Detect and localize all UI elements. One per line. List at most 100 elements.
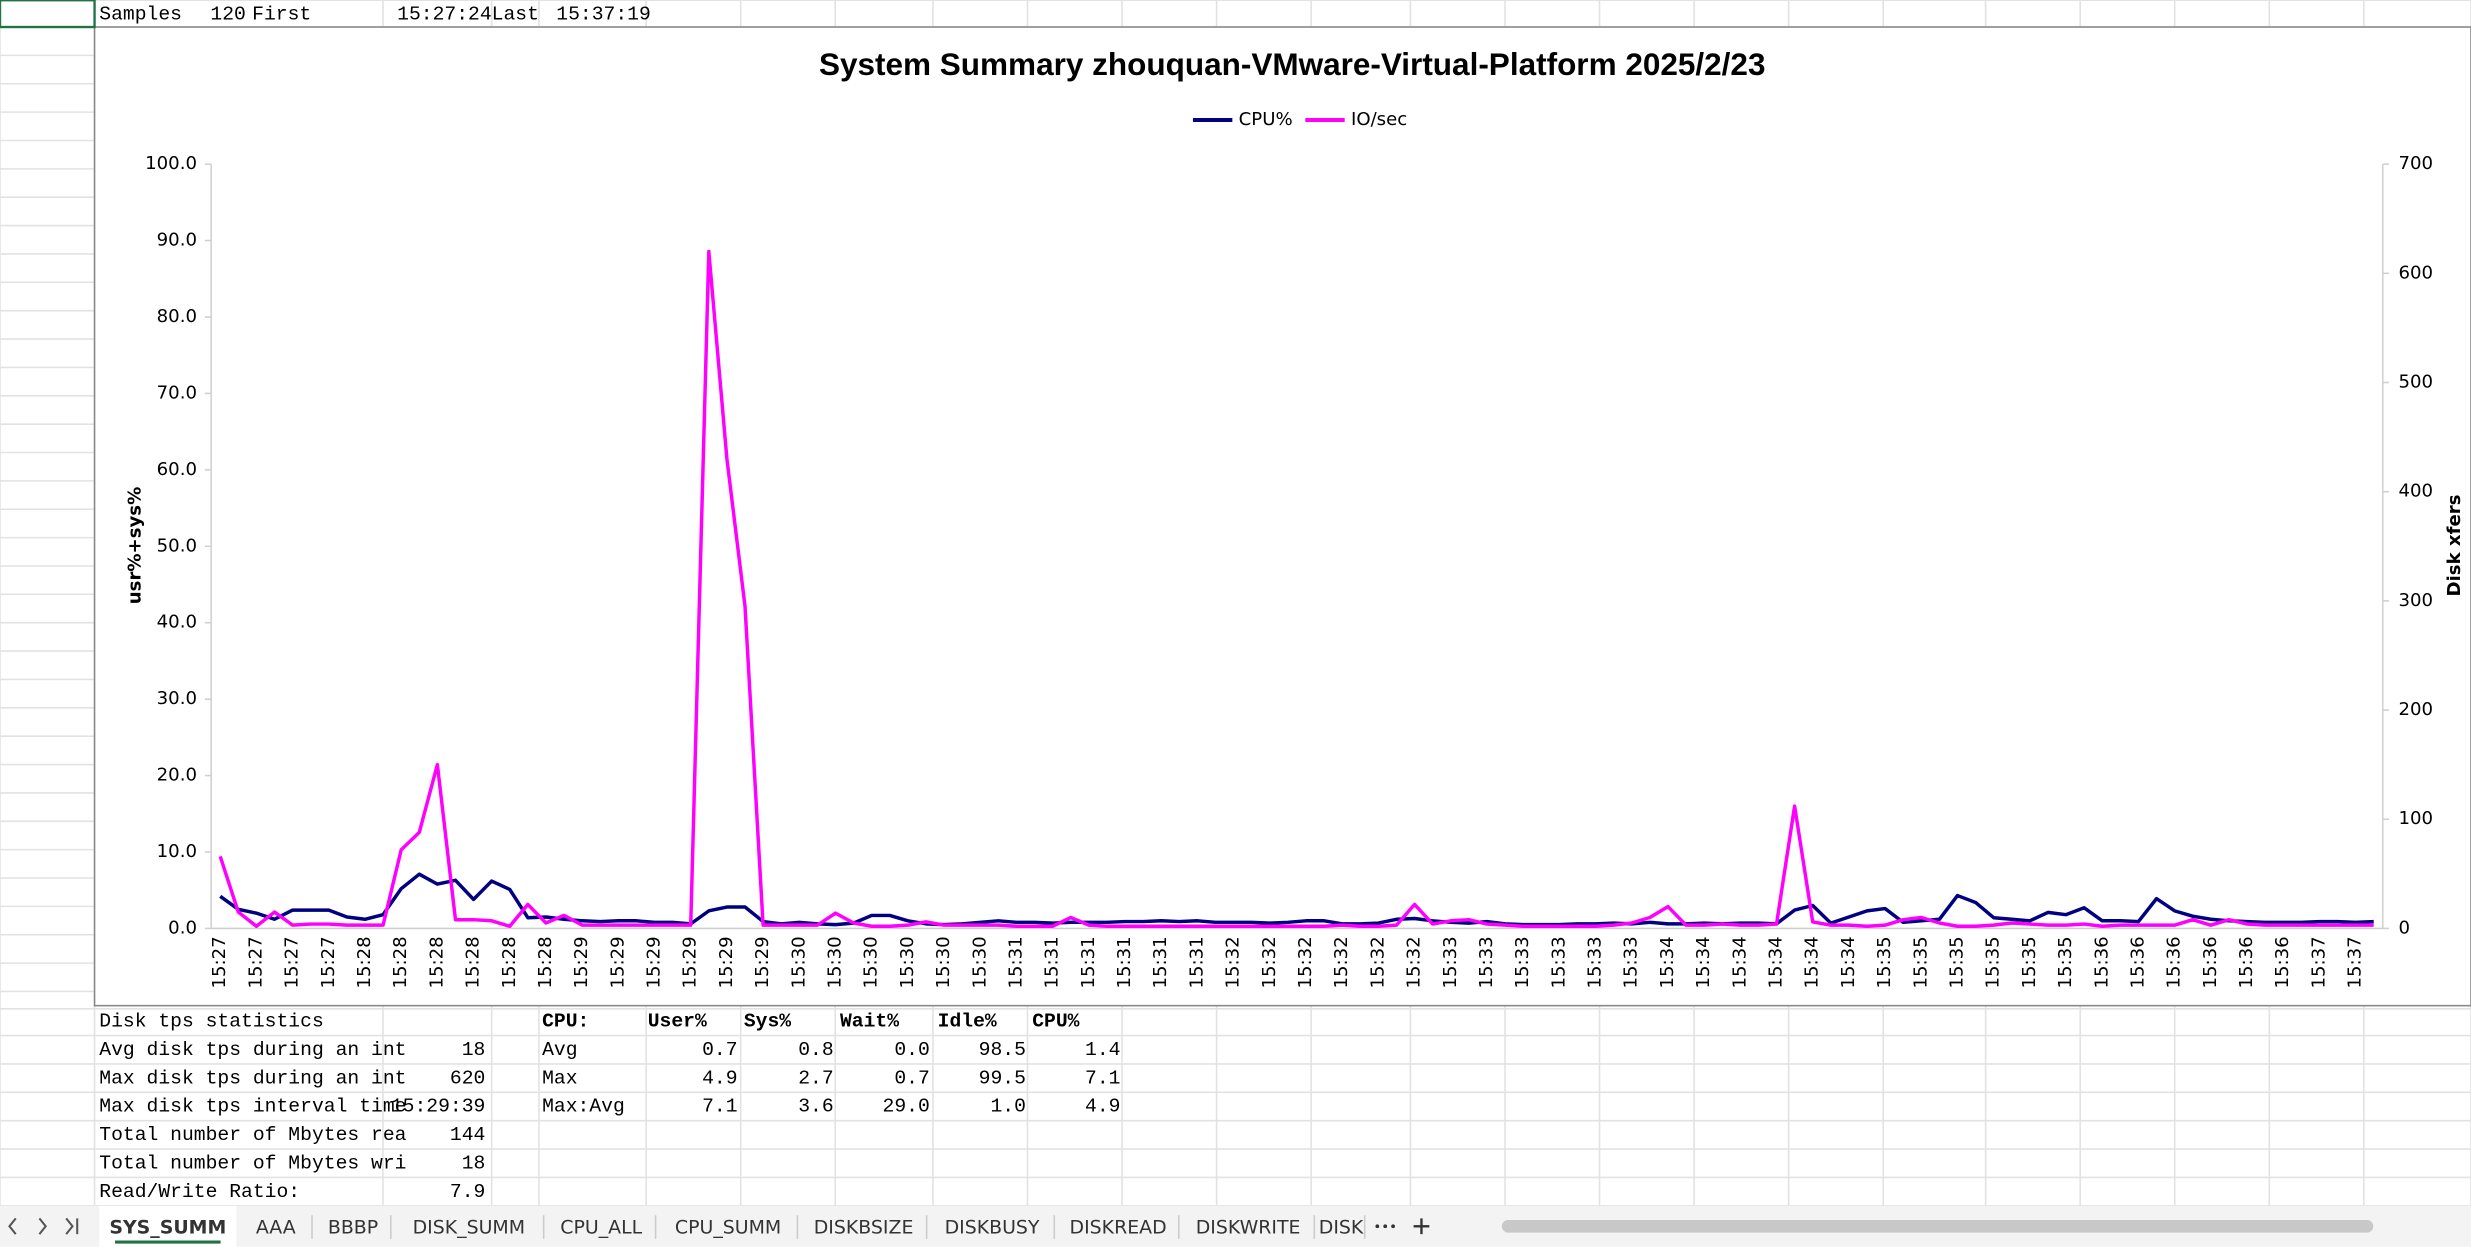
y2-tick-label: 100: [2399, 808, 2434, 829]
cell: 7.1: [1085, 1067, 1120, 1089]
x-tick-label: 15:30: [897, 936, 918, 988]
sheet-tab[interactable]: DISKREAD: [1070, 1216, 1167, 1238]
sheet-tab[interactable]: DISKBUSY: [945, 1216, 1040, 1238]
chart-title: System Summary zhouquan-VMware-Virtual-P…: [819, 46, 1765, 82]
y-tick-label: 80.0: [157, 306, 197, 327]
cell: Wait%: [840, 1011, 899, 1033]
x-tick-label: 15:35: [2055, 936, 2076, 988]
sheet-tab[interactable]: CPU_ALL: [560, 1216, 642, 1238]
series-line: [219, 872, 2374, 927]
selected-cell[interactable]: [0, 0, 96, 29]
chart-area: [93, 26, 2471, 1007]
cell: Max:Avg: [542, 1096, 625, 1118]
cell: 0.7: [702, 1039, 737, 1061]
x-tick-label: 15:33: [1621, 936, 1642, 988]
add-sheet[interactable]: [1413, 1218, 1430, 1235]
x-tick-label: 15:31: [1042, 936, 1063, 988]
x-tick-label: 15:37: [2308, 936, 2329, 988]
x-tick-label: 15:32: [1295, 936, 1316, 988]
x-tick-label: 15:35: [1946, 936, 1967, 988]
last-sheet[interactable]: [65, 1217, 74, 1235]
sheet-tab[interactable]: DISKWRITE: [1196, 1216, 1301, 1238]
sheet-tab[interactable]: DISK_SUMM: [413, 1216, 525, 1238]
cell: Total number of Mbytes rea: [99, 1124, 406, 1146]
y2-tick-label: 600: [2399, 262, 2434, 283]
sheet-tab[interactable]: CPU_SUMM: [675, 1216, 781, 1238]
cell: User%: [648, 1011, 707, 1033]
x-tick-label: 15:35: [1910, 936, 1931, 988]
x-tick-label: 15:36: [2272, 936, 2293, 988]
x-tick-label: 15:31: [1114, 936, 1135, 988]
sheet-tab[interactable]: SYS_SUMM: [109, 1216, 226, 1238]
x-tick-label: 15:37: [2345, 936, 2366, 988]
y-tick-label: 30.0: [157, 688, 197, 709]
scrollbar[interactable]: [1501, 1219, 2374, 1233]
y2-axis-title: Disk xfers: [2444, 495, 2465, 597]
x-tick-label: 15:32: [1223, 936, 1244, 988]
cell: 29.0: [883, 1096, 930, 1118]
cell: Avg: [542, 1039, 577, 1061]
cell: 4.9: [1085, 1096, 1120, 1118]
x-tick-label: 15:34: [1693, 936, 1714, 988]
y-tick-label: 10.0: [157, 841, 197, 862]
sheet-tab[interactable]: BBBP: [328, 1216, 378, 1238]
cell: 620: [450, 1067, 485, 1089]
x-tick-label: 15:29: [716, 936, 737, 988]
x-tick-label: 15:30: [824, 936, 845, 988]
y2-tick-label: 200: [2399, 699, 2434, 720]
cell: Max disk tps interval time: [99, 1096, 406, 1118]
x-tick-label: 15:28: [426, 936, 447, 988]
x-tick-label: 15:32: [1404, 936, 1425, 988]
x-tick-label: 15:27: [282, 936, 303, 988]
sheet-tab[interactable]: AAA: [256, 1216, 296, 1238]
x-tick-label: 15:27: [318, 936, 339, 988]
cell: 7.1: [702, 1096, 737, 1118]
sheet-tab[interactable]: DISK: [1319, 1216, 1364, 1238]
series-line: [218, 249, 2374, 928]
cell: CPU:: [542, 1011, 589, 1033]
prev-sheet[interactable]: [8, 1217, 17, 1235]
x-tick-label: 15:31: [1150, 936, 1171, 988]
x-tick-label: 15:28: [390, 936, 411, 988]
x-tick-label: 15:36: [2200, 936, 2221, 988]
sheet-tab[interactable]: DISKBSIZE: [814, 1216, 914, 1238]
x-tick-label: 15:34: [1657, 936, 1678, 988]
cell: Avg disk tps during an int: [99, 1039, 406, 1061]
cell: 18: [462, 1039, 486, 1061]
y-tick-label: 50.0: [157, 535, 197, 556]
x-tick-label: 15:36: [2164, 936, 2185, 988]
y-tick-label: 70.0: [157, 382, 197, 403]
y-tick-label: 20.0: [157, 765, 197, 786]
cell: Samples: [99, 4, 182, 26]
y-tick-label: 90.0: [157, 230, 197, 251]
x-tick-label: 15:29: [680, 936, 701, 988]
x-tick-label: 15:31: [1078, 936, 1099, 988]
x-tick-label: 15:33: [1585, 936, 1606, 988]
cell: 4.9: [702, 1067, 737, 1089]
active-tab: [99, 1205, 237, 1247]
cell: 0.0: [894, 1039, 929, 1061]
x-tick-label: 15:31: [1005, 936, 1026, 988]
x-tick-label: 15:27: [209, 936, 230, 988]
x-tick-label: 15:34: [1838, 936, 1859, 988]
cell: 1.4: [1085, 1039, 1120, 1061]
more-sheets[interactable]: [1375, 1224, 1395, 1229]
x-tick-label: 15:29: [607, 936, 628, 988]
x-tick-label: 15:34: [1766, 936, 1787, 988]
cell: Total number of Mbytes wri: [99, 1152, 406, 1174]
y2-tick-label: 500: [2399, 372, 2434, 393]
cell: Max disk tps during an int: [99, 1067, 406, 1089]
x-tick-label: 15:33: [1548, 936, 1569, 988]
legend-label: IO/sec: [1351, 109, 1407, 130]
x-tick-label: 15:32: [1331, 936, 1352, 988]
x-tick-label: 15:33: [1476, 936, 1497, 988]
cell: First: [252, 4, 311, 26]
x-tick-label: 15:34: [1729, 936, 1750, 988]
x-tick-label: 15:29: [752, 936, 773, 988]
next-sheet[interactable]: [38, 1217, 48, 1235]
x-tick-label: 15:29: [571, 936, 592, 988]
x-tick-label: 15:30: [861, 936, 882, 988]
cell: 2.7: [798, 1067, 833, 1089]
